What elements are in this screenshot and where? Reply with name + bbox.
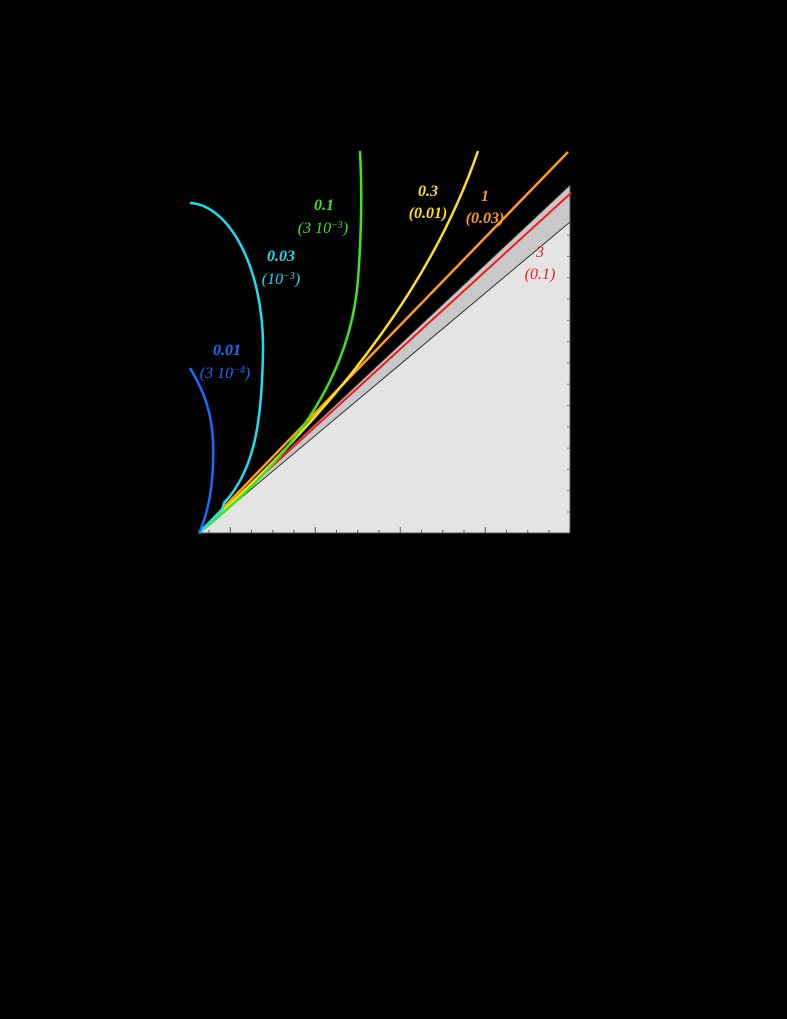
- svg-text:0.01: 0.01: [213, 342, 241, 359]
- series-0.03-line: [189, 201, 265, 534]
- svg-text:(0.1): (0.1): [525, 266, 556, 283]
- svg-text:(0.03): (0.03): [466, 210, 505, 227]
- series-0.3-line: [198, 150, 480, 534]
- svg-text:3: 3: [535, 244, 544, 261]
- series-0.1-line: [198, 150, 363, 534]
- label-0.01: 0.01 (3 10−4): [200, 342, 250, 382]
- svg-text:1: 1: [481, 188, 489, 205]
- label-0.1: 0.1 (3 10−3): [298, 197, 348, 237]
- series-0.01-line: [188, 367, 215, 534]
- svg-text:0.1: 0.1: [314, 197, 334, 214]
- x-ticks: [208, 527, 550, 533]
- label-1: 1 (0.03): [466, 188, 505, 227]
- svg-text:0.03: 0.03: [267, 248, 295, 265]
- svg-text:(3 10−3): (3 10−3): [298, 220, 348, 238]
- svg-text:(3 10−4): (3 10−4): [200, 365, 250, 383]
- series-1-line: [198, 151, 569, 534]
- svg-text:(10−3): (10−3): [262, 271, 300, 289]
- label-0.3: 0.3 (0.01): [409, 183, 448, 222]
- y-ticks: [567, 234, 570, 513]
- label-0.03: 0.03 (10−3): [262, 248, 300, 288]
- label-3: 3 (0.1): [525, 244, 556, 283]
- band-lower-line: [198, 221, 571, 534]
- svg-text:(0.01): (0.01): [409, 205, 448, 222]
- svg-text:0.3: 0.3: [418, 183, 438, 200]
